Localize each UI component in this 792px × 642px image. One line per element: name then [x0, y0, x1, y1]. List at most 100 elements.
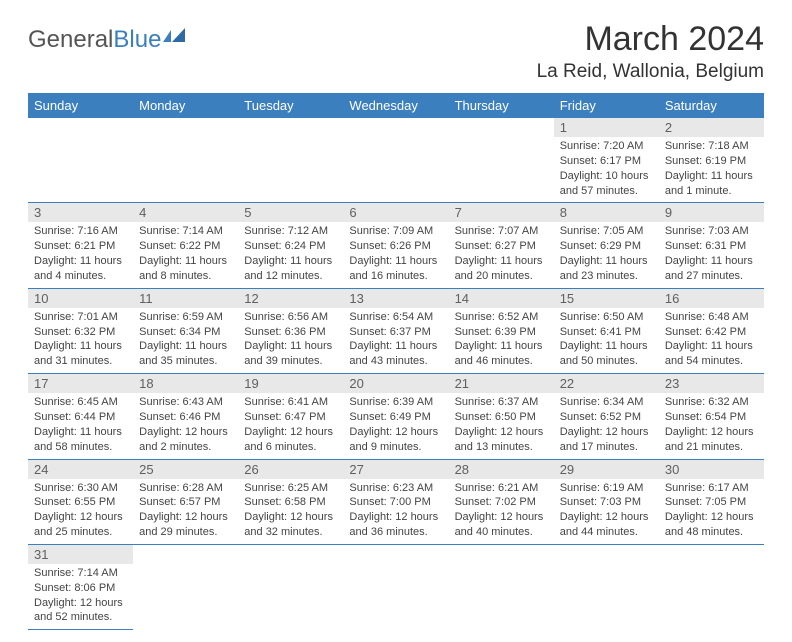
sunset-text: Sunset: 6:26 PM: [349, 239, 442, 254]
sunrise-text: Sunrise: 6:32 AM: [665, 395, 758, 410]
day-number: 15: [554, 289, 659, 308]
calendar-cell: 21Sunrise: 6:37 AMSunset: 6:50 PMDayligh…: [449, 374, 554, 459]
calendar-cell: 10Sunrise: 7:01 AMSunset: 6:32 PMDayligh…: [28, 288, 133, 373]
daylight-text: Daylight: 12 hours: [455, 425, 548, 440]
sunset-text: Sunset: 6:42 PM: [665, 325, 758, 340]
sunset-text: Sunset: 6:57 PM: [139, 495, 232, 510]
sunrise-text: Sunrise: 7:05 AM: [560, 224, 653, 239]
daylight-text: Daylight: 12 hours: [349, 510, 442, 525]
sunset-text: Sunset: 6:34 PM: [139, 325, 232, 340]
daylight-text: and 21 minutes.: [665, 440, 758, 455]
sunrise-text: Sunrise: 6:28 AM: [139, 481, 232, 496]
calendar-cell: [343, 118, 448, 203]
sunset-text: Sunset: 6:39 PM: [455, 325, 548, 340]
calendar-cell: 13Sunrise: 6:54 AMSunset: 6:37 PMDayligh…: [343, 288, 448, 373]
day-details: Sunrise: 6:37 AMSunset: 6:50 PMDaylight:…: [449, 393, 554, 458]
day-details: Sunrise: 6:28 AMSunset: 6:57 PMDaylight:…: [133, 479, 238, 544]
sunset-text: Sunset: 6:50 PM: [455, 410, 548, 425]
day-details: Sunrise: 6:43 AMSunset: 6:46 PMDaylight:…: [133, 393, 238, 458]
daylight-text: and 44 minutes.: [560, 525, 653, 540]
day-number: 25: [133, 460, 238, 479]
day-details: Sunrise: 6:59 AMSunset: 6:34 PMDaylight:…: [133, 308, 238, 373]
sunrise-text: Sunrise: 6:39 AM: [349, 395, 442, 410]
sunrise-text: Sunrise: 6:17 AM: [665, 481, 758, 496]
day-details: Sunrise: 7:01 AMSunset: 6:32 PMDaylight:…: [28, 308, 133, 373]
calendar-cell: 31Sunrise: 7:14 AMSunset: 8:06 PMDayligh…: [28, 544, 133, 629]
day-number: 19: [238, 374, 343, 393]
day-number: 2: [659, 118, 764, 137]
day-number: 1: [554, 118, 659, 137]
calendar-cell: 1Sunrise: 7:20 AMSunset: 6:17 PMDaylight…: [554, 118, 659, 203]
sunrise-text: Sunrise: 6:34 AM: [560, 395, 653, 410]
calendar-cell: 18Sunrise: 6:43 AMSunset: 6:46 PMDayligh…: [133, 374, 238, 459]
day-number: 29: [554, 460, 659, 479]
day-details: Sunrise: 6:48 AMSunset: 6:42 PMDaylight:…: [659, 308, 764, 373]
sunset-text: Sunset: 6:17 PM: [560, 154, 653, 169]
daylight-text: Daylight: 12 hours: [139, 425, 232, 440]
daylight-text: and 25 minutes.: [34, 525, 127, 540]
daylight-text: Daylight: 11 hours: [560, 254, 653, 269]
weekday-header: Friday: [554, 93, 659, 118]
calendar-week-row: 10Sunrise: 7:01 AMSunset: 6:32 PMDayligh…: [28, 288, 764, 373]
daylight-text: and 1 minute.: [665, 184, 758, 199]
calendar-week-row: 17Sunrise: 6:45 AMSunset: 6:44 PMDayligh…: [28, 374, 764, 459]
daylight-text: Daylight: 11 hours: [349, 254, 442, 269]
daylight-text: Daylight: 12 hours: [455, 510, 548, 525]
daylight-text: Daylight: 12 hours: [244, 425, 337, 440]
sunset-text: Sunset: 6:27 PM: [455, 239, 548, 254]
day-details: Sunrise: 7:05 AMSunset: 6:29 PMDaylight:…: [554, 222, 659, 287]
daylight-text: Daylight: 11 hours: [665, 169, 758, 184]
daylight-text: and 4 minutes.: [34, 269, 127, 284]
calendar-cell: 27Sunrise: 6:23 AMSunset: 7:00 PMDayligh…: [343, 459, 448, 544]
daylight-text: and 50 minutes.: [560, 354, 653, 369]
daylight-text: and 8 minutes.: [139, 269, 232, 284]
calendar-cell: 6Sunrise: 7:09 AMSunset: 6:26 PMDaylight…: [343, 203, 448, 288]
sunrise-text: Sunrise: 7:20 AM: [560, 139, 653, 154]
daylight-text: and 39 minutes.: [244, 354, 337, 369]
sunset-text: Sunset: 8:06 PM: [34, 581, 127, 596]
calendar-cell: 3Sunrise: 7:16 AMSunset: 6:21 PMDaylight…: [28, 203, 133, 288]
sunrise-text: Sunrise: 7:18 AM: [665, 139, 758, 154]
day-details: Sunrise: 7:20 AMSunset: 6:17 PMDaylight:…: [554, 137, 659, 202]
calendar-cell: [133, 544, 238, 629]
sunrise-text: Sunrise: 6:19 AM: [560, 481, 653, 496]
calendar-cell: 24Sunrise: 6:30 AMSunset: 6:55 PMDayligh…: [28, 459, 133, 544]
sunset-text: Sunset: 6:19 PM: [665, 154, 758, 169]
weekday-header: Tuesday: [238, 93, 343, 118]
daylight-text: Daylight: 11 hours: [455, 254, 548, 269]
day-number: 17: [28, 374, 133, 393]
daylight-text: and 16 minutes.: [349, 269, 442, 284]
day-details: Sunrise: 6:17 AMSunset: 7:05 PMDaylight:…: [659, 479, 764, 544]
day-details: Sunrise: 7:16 AMSunset: 6:21 PMDaylight:…: [28, 222, 133, 287]
daylight-text: Daylight: 11 hours: [244, 339, 337, 354]
daylight-text: Daylight: 12 hours: [34, 596, 127, 611]
calendar-week-row: 3Sunrise: 7:16 AMSunset: 6:21 PMDaylight…: [28, 203, 764, 288]
calendar-cell: 4Sunrise: 7:14 AMSunset: 6:22 PMDaylight…: [133, 203, 238, 288]
sunset-text: Sunset: 6:49 PM: [349, 410, 442, 425]
sunrise-text: Sunrise: 6:56 AM: [244, 310, 337, 325]
day-details: Sunrise: 6:52 AMSunset: 6:39 PMDaylight:…: [449, 308, 554, 373]
daylight-text: Daylight: 11 hours: [455, 339, 548, 354]
calendar-cell: 29Sunrise: 6:19 AMSunset: 7:03 PMDayligh…: [554, 459, 659, 544]
daylight-text: and 23 minutes.: [560, 269, 653, 284]
daylight-text: Daylight: 12 hours: [139, 510, 232, 525]
daylight-text: Daylight: 11 hours: [560, 339, 653, 354]
daylight-text: Daylight: 11 hours: [349, 339, 442, 354]
daylight-text: and 17 minutes.: [560, 440, 653, 455]
day-number: 21: [449, 374, 554, 393]
day-number: 6: [343, 203, 448, 222]
calendar-cell: [238, 544, 343, 629]
calendar-cell: [133, 118, 238, 203]
day-number: 10: [28, 289, 133, 308]
sunrise-text: Sunrise: 7:03 AM: [665, 224, 758, 239]
daylight-text: and 40 minutes.: [455, 525, 548, 540]
daylight-text: Daylight: 12 hours: [349, 425, 442, 440]
calendar-cell: 28Sunrise: 6:21 AMSunset: 7:02 PMDayligh…: [449, 459, 554, 544]
calendar-cell: [554, 544, 659, 629]
daylight-text: and 46 minutes.: [455, 354, 548, 369]
day-number: 22: [554, 374, 659, 393]
weekday-header: Sunday: [28, 93, 133, 118]
day-details: Sunrise: 6:54 AMSunset: 6:37 PMDaylight:…: [343, 308, 448, 373]
day-details: Sunrise: 7:14 AMSunset: 6:22 PMDaylight:…: [133, 222, 238, 287]
sunrise-text: Sunrise: 6:37 AM: [455, 395, 548, 410]
